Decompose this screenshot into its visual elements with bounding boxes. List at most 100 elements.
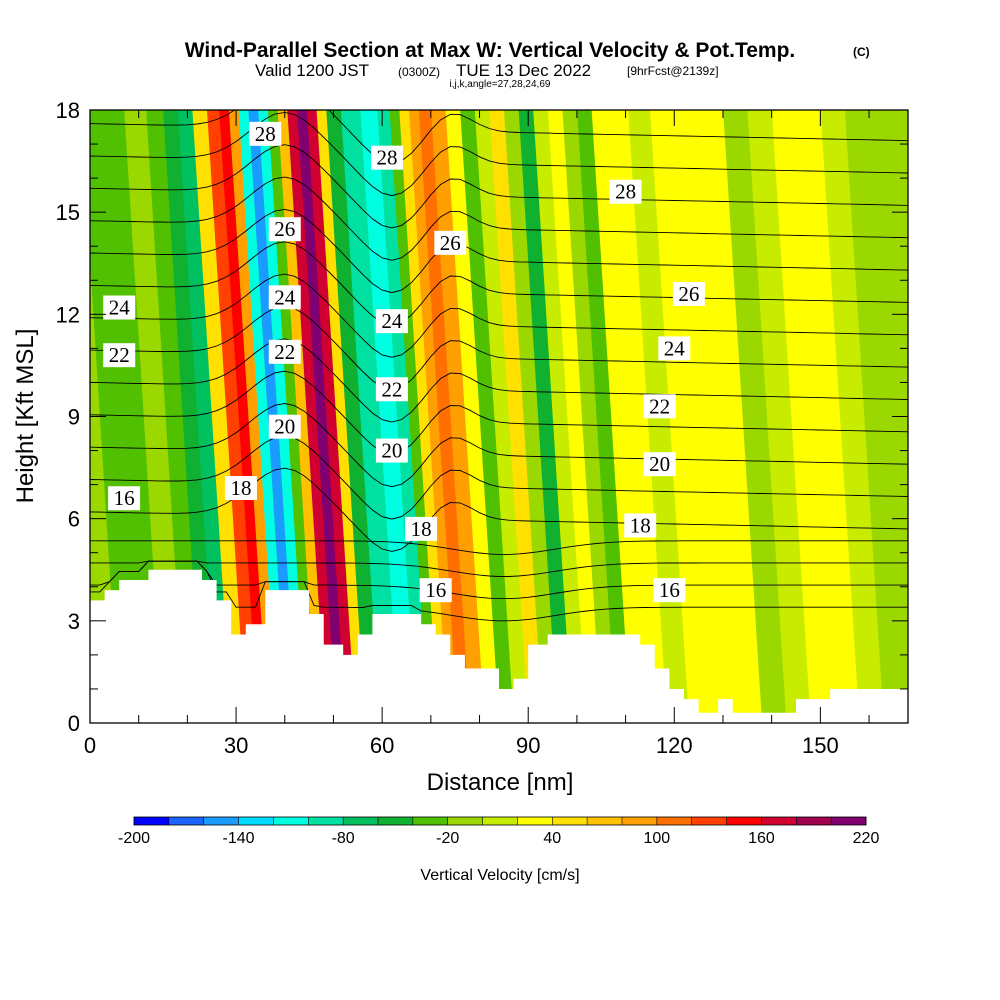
theta-contour-26 <box>90 144 908 229</box>
contour-label-bg <box>434 230 467 255</box>
velocity-band <box>771 110 836 723</box>
colorbar-swatch <box>552 817 588 825</box>
colorbar-swatch <box>761 817 797 825</box>
copyright-mark: (C) <box>853 45 870 59</box>
contour-label: 24 <box>109 296 131 320</box>
velocity-band <box>504 110 559 723</box>
y-tick-label: 15 <box>56 200 80 225</box>
contour-label-bg <box>375 438 408 463</box>
colorbar-swatch <box>273 817 309 825</box>
contour-label: 18 <box>230 476 251 500</box>
x-tick-label: 30 <box>224 733 248 758</box>
contour-label: 18 <box>630 513 651 537</box>
y-tick-label: 12 <box>56 302 80 327</box>
contour-label-bg <box>653 578 686 603</box>
colorbar-tick-label: 220 <box>853 830 880 847</box>
velocity-band <box>747 110 812 723</box>
contour-label-bg <box>103 343 136 368</box>
velocity-band <box>418 110 471 723</box>
colorbar-tick-label: -20 <box>436 830 459 847</box>
colorbar-swatch <box>238 817 274 825</box>
colorbar-swatch <box>622 817 658 825</box>
velocity-band <box>650 110 715 723</box>
contour-label-bg <box>405 516 438 541</box>
colorbar-swatch <box>308 817 344 825</box>
colorbar-swatch <box>656 817 693 825</box>
velocity-band <box>591 110 649 723</box>
contour-labels: 28 28 28 26 26 26 24 24 24 24 22 22 22 22 20 20 20 18 18 18… <box>103 121 705 603</box>
subtitle-date: TUE 13 Dec 2022 <box>456 61 591 80</box>
theta-contour-20 <box>90 338 908 423</box>
velocity-band <box>518 110 573 723</box>
velocity-band <box>219 110 269 723</box>
velocity-band <box>430 110 486 723</box>
x-tick-label: 60 <box>370 733 394 758</box>
contour-label-bg <box>375 377 408 402</box>
colorbar-swatch <box>168 817 205 825</box>
theta-contour-17 <box>90 435 908 520</box>
x-tick-label: 150 <box>802 733 839 758</box>
velocity-band <box>608 110 668 723</box>
x-tick-label: 90 <box>516 733 540 758</box>
contour-label: 24 <box>381 309 403 333</box>
subtitle-zulu: (0300Z) <box>398 65 440 79</box>
colorbar-swatch <box>517 817 553 825</box>
contour-label-bg <box>268 285 301 310</box>
colorbar-swatch <box>203 817 240 825</box>
velocity-band <box>796 110 861 723</box>
contour-label: 26 <box>440 231 461 255</box>
theta-contour-16 <box>90 467 908 552</box>
contour-label: 16 <box>659 578 680 602</box>
y-axis-label: Height [Kft MSL] <box>12 329 39 504</box>
velocity-band <box>326 110 381 723</box>
velocity-band <box>287 110 337 723</box>
contour-label: 28 <box>377 146 398 170</box>
colorbar-tick-label: 40 <box>543 830 561 847</box>
velocity-band <box>445 110 500 723</box>
contour-label-bg <box>658 336 691 361</box>
contour-label: 16 <box>425 578 446 602</box>
colorbar-swatch <box>412 817 449 825</box>
colorbar-tick-label: 160 <box>748 830 775 847</box>
colorbar-swatch <box>691 817 728 825</box>
contour-label: 26 <box>274 217 295 241</box>
contour-label-bg <box>624 513 657 538</box>
contour-label: 24 <box>664 336 686 360</box>
contour-label: 18 <box>411 517 432 541</box>
velocity-band <box>674 110 739 723</box>
x-tick-label: 120 <box>656 733 693 758</box>
y-tick-label: 9 <box>68 405 80 430</box>
contour-label: 22 <box>381 377 402 401</box>
velocity-band <box>206 110 259 723</box>
theta-contours <box>90 110 908 622</box>
colorbar-swatch <box>378 817 414 825</box>
velocity-band <box>228 110 279 723</box>
contour-label-bg <box>609 179 642 204</box>
velocity-band <box>163 110 218 723</box>
theta-contour-low <box>90 540 908 555</box>
contour-label: 22 <box>109 343 130 367</box>
contour-label-bg <box>643 394 676 419</box>
x-axis-label: Distance [nm] <box>427 769 574 796</box>
colorbar-swatch <box>831 817 867 825</box>
velocity-band <box>871 110 908 682</box>
theta-contour-low <box>90 560 908 622</box>
colorbar-swatch <box>447 817 484 825</box>
contour-label-bg <box>672 281 705 306</box>
colorbar-tick-label: -80 <box>332 830 355 847</box>
contour-label-bg <box>268 339 301 364</box>
contour-label-bg <box>249 121 282 146</box>
velocity-band <box>238 110 288 723</box>
velocity-band <box>844 110 908 723</box>
velocity-band <box>192 110 247 723</box>
velocity-band <box>316 110 366 723</box>
velocity-band <box>533 110 588 723</box>
theta-contour-28 <box>90 110 908 164</box>
theta-contour-24 <box>90 208 908 294</box>
contour-label: 20 <box>274 415 295 439</box>
contour-label: 26 <box>678 282 699 306</box>
colorbar-swatch <box>134 817 170 825</box>
y-tick-label: 18 <box>56 98 80 123</box>
contour-label: 22 <box>649 394 670 418</box>
